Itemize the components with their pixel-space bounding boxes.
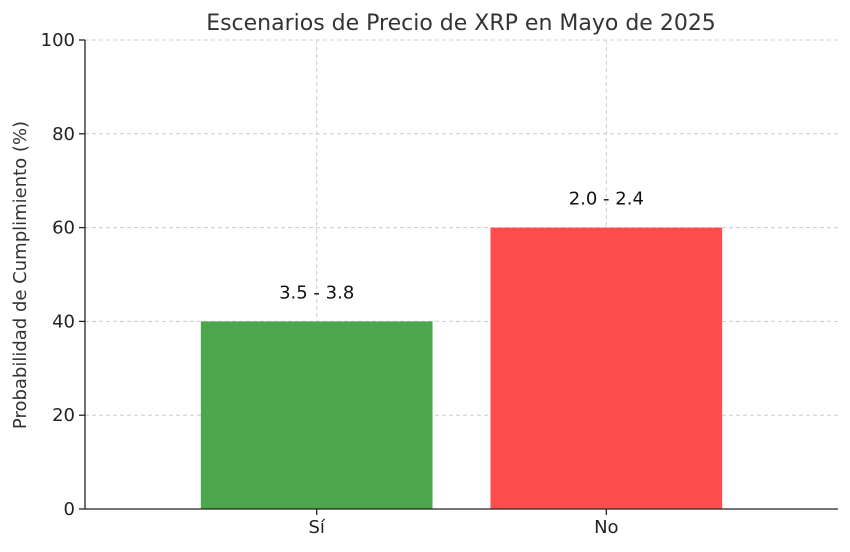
x-tick-label: No [594, 517, 618, 538]
gridlines [85, 39, 838, 510]
chart-title: Escenarios de Precio de XRP en Mayo de 2… [206, 11, 716, 36]
y-tick-label: 40 [52, 311, 75, 332]
bar-0 [200, 321, 433, 509]
y-tick-label: 20 [52, 405, 75, 426]
bar-1 [490, 227, 723, 509]
y-tick-label: 80 [52, 124, 75, 145]
x-tick-label: Sí [308, 517, 325, 538]
axes [79, 39, 838, 515]
y-tick-label: 60 [52, 218, 75, 239]
bars [200, 227, 723, 509]
y-tick-label: 100 [41, 30, 75, 51]
tick-labels: 0 20 40 60 80 100 3.5 - 3.8 Sí 2.0 - 2.4 No [41, 30, 644, 538]
y-axis-label: Probabilidad de Cumplimiento (%) [10, 121, 31, 429]
bar-value-label: 2.0 - 2.4 [569, 189, 644, 210]
y-tick-label: 0 [64, 499, 75, 520]
bar-value-label: 3.5 - 3.8 [279, 282, 354, 303]
